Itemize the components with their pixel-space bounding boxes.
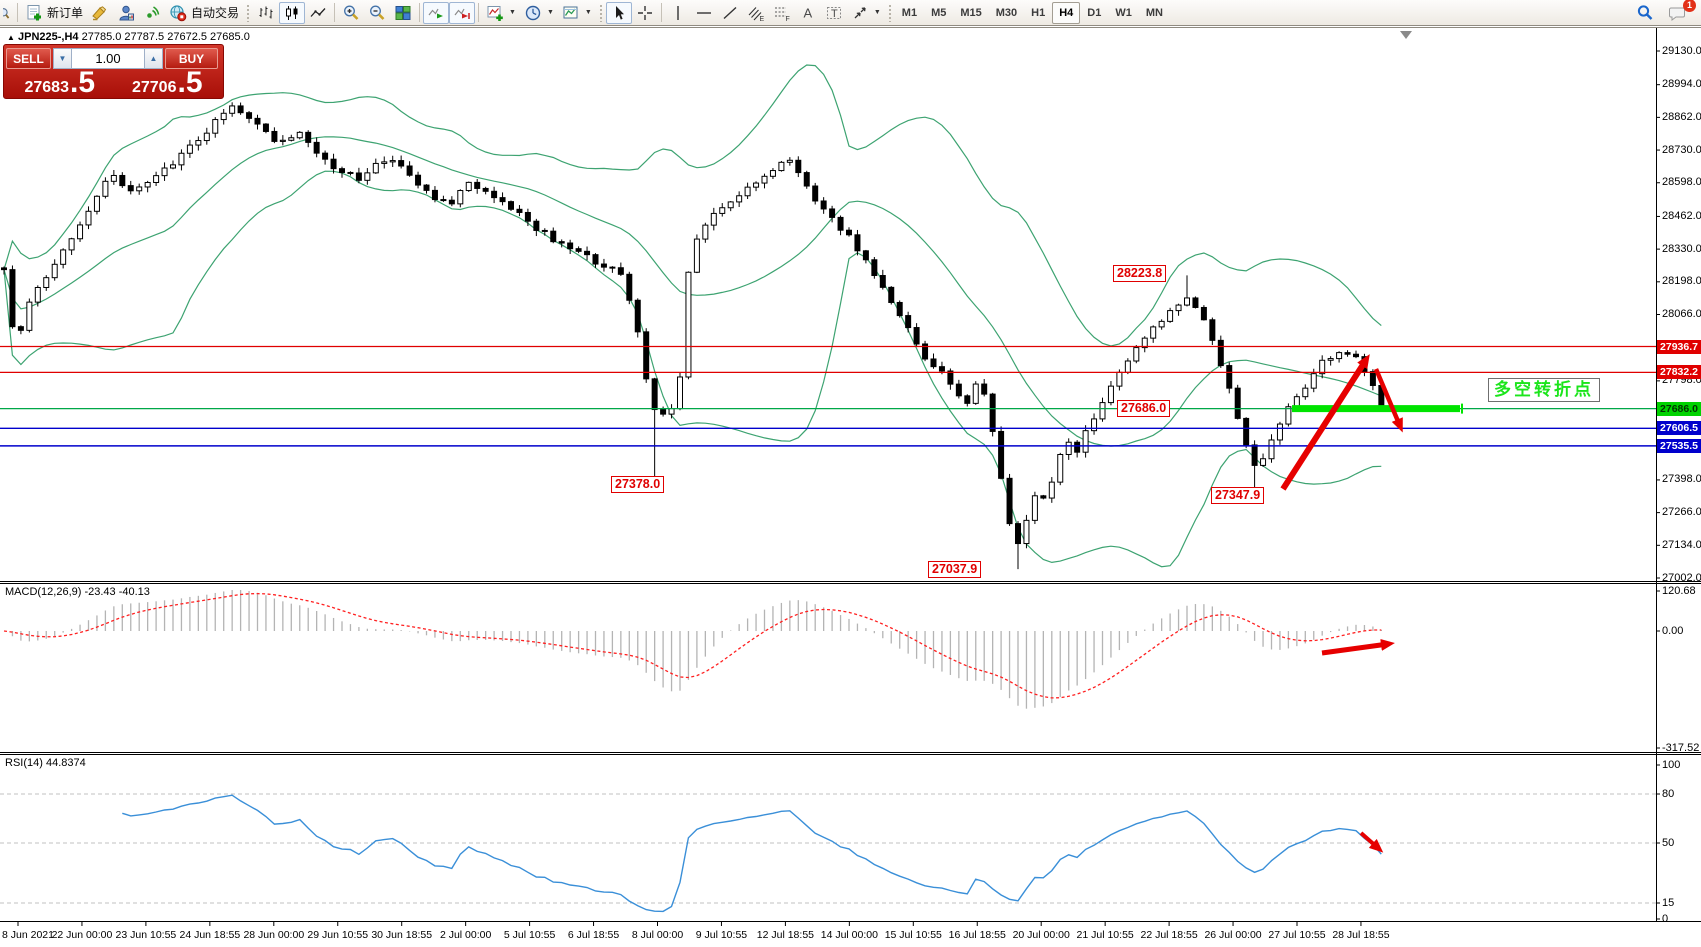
arrows-tool-button[interactable]: ▼ xyxy=(847,2,885,24)
timeframe-toolbar: M1 M5 M15 M30 H1 H4 D1 W1 MN xyxy=(895,1,1170,24)
channel-tool-button[interactable]: E xyxy=(743,2,769,24)
timeframe-h1[interactable]: H1 xyxy=(1031,6,1046,19)
timeframe-m1[interactable]: M1 xyxy=(901,6,918,19)
timeframe-mn[interactable]: MN xyxy=(1145,6,1163,19)
search-icon xyxy=(1637,4,1653,20)
candlestick-chart-button[interactable] xyxy=(279,1,306,24)
cursor-tool-button[interactable] xyxy=(605,1,632,24)
text-icon: A xyxy=(803,5,812,20)
new-order-label: 新订单 xyxy=(47,6,84,20)
market-watch-icon[interactable] xyxy=(2,2,14,24)
bar-chart-button[interactable] xyxy=(253,2,279,24)
svg-text:T: T xyxy=(831,8,838,20)
clock-icon xyxy=(525,5,541,20)
trendline-tool-button[interactable] xyxy=(717,2,743,24)
auto-trading-label: 自动交易 xyxy=(191,6,240,20)
sell-price-frac: .5 xyxy=(69,66,96,99)
volume-stepper: ▼ ▲ xyxy=(53,48,163,69)
one-click-trading-panel: SELL ▼ ▲ BUY 27683 .5 27706 .5 xyxy=(3,44,224,99)
svg-text:F: F xyxy=(785,16,789,22)
sell-price: 27683 .5 xyxy=(6,66,114,99)
tile-windows-icon xyxy=(395,5,411,20)
sell-button[interactable]: SELL xyxy=(6,48,51,69)
template-icon xyxy=(563,6,578,18)
templates-button[interactable]: ▼ xyxy=(558,2,596,24)
cursor-icon xyxy=(615,5,624,20)
chart-shift-button[interactable] xyxy=(449,1,476,24)
main-toolbar: 新订单 自动交易 xyxy=(0,0,1701,26)
chart-shift-marker xyxy=(1400,31,1412,39)
new-order-button[interactable]: 新订单 xyxy=(21,2,87,24)
zoom-out-icon xyxy=(370,5,385,20)
text-tool-button[interactable]: A xyxy=(795,2,821,24)
equidistant-channel-icon: E xyxy=(748,6,764,22)
buy-price: 27706 .5 xyxy=(114,66,222,99)
indicators-dropdown-caret: ▼ xyxy=(509,9,516,16)
tile-windows-button[interactable] xyxy=(390,2,416,24)
trendline-icon xyxy=(723,6,737,19)
signals-button[interactable] xyxy=(139,2,165,24)
timeframe-m5[interactable]: M5 xyxy=(931,6,947,19)
horizontal-line-icon xyxy=(696,11,711,14)
timeframe-d1[interactable]: D1 xyxy=(1087,6,1102,19)
svg-text:E: E xyxy=(759,16,764,22)
horizontal-line-tool-button[interactable] xyxy=(691,2,717,24)
templates-dropdown-caret: ▼ xyxy=(584,9,592,16)
notification-badge: 1 xyxy=(1683,0,1696,12)
timeframe-h4[interactable]: H4 xyxy=(1052,1,1081,24)
vertical-line-icon xyxy=(677,5,679,20)
timeframe-w1[interactable]: W1 xyxy=(1115,6,1132,19)
arrows-icon xyxy=(854,6,866,18)
zoom-in-button[interactable] xyxy=(338,2,364,24)
traders-button[interactable] xyxy=(113,2,139,24)
arrows-dropdown-caret: ▼ xyxy=(873,9,881,16)
text-label-icon: T xyxy=(826,6,841,20)
trader-person-icon xyxy=(119,5,135,20)
periods-button[interactable]: ▼ xyxy=(520,2,558,24)
volume-decrease-button[interactable]: ▼ xyxy=(53,48,72,69)
buy-price-main: 27706 xyxy=(131,79,177,96)
line-chart-icon xyxy=(310,7,326,17)
horn-icon xyxy=(92,5,107,20)
auto-scroll-icon xyxy=(428,8,444,18)
crosshair-tool-button[interactable] xyxy=(632,2,658,24)
volume-increase-button[interactable]: ▲ xyxy=(144,48,163,69)
buy-price-frac: .5 xyxy=(177,66,203,99)
zoom-in-icon xyxy=(344,5,359,20)
crosshair-icon xyxy=(637,5,652,20)
candlestick-chart-icon xyxy=(286,5,298,20)
bar-chart-icon xyxy=(259,6,273,18)
broom-button[interactable] xyxy=(87,2,113,24)
drawn-arrow[interactable] xyxy=(1373,368,1403,433)
auto-scroll-button[interactable] xyxy=(423,1,450,24)
new-order-icon xyxy=(27,4,41,20)
indicators-button[interactable]: ▼ xyxy=(482,2,520,24)
auto-trading-button[interactable]: 自动交易 xyxy=(165,2,243,24)
chart-shift-icon xyxy=(454,8,470,19)
signal-icon xyxy=(147,5,160,18)
svg-text:A: A xyxy=(803,5,812,20)
timeframe-m30[interactable]: M30 xyxy=(995,6,1018,19)
indicators-icon xyxy=(487,5,503,21)
line-chart-button[interactable] xyxy=(305,2,331,24)
auto-trading-globe-icon xyxy=(170,4,187,21)
drawn-arrow[interactable] xyxy=(1280,354,1370,491)
text-label-tool-button[interactable]: T xyxy=(821,2,847,24)
volume-input[interactable] xyxy=(72,48,144,69)
periods-dropdown-caret: ▼ xyxy=(546,9,554,16)
buy-button[interactable]: BUY xyxy=(165,48,218,69)
drawn-arrow[interactable] xyxy=(1359,831,1384,853)
drawn-arrow[interactable] xyxy=(1321,639,1395,656)
timeframe-m15[interactable]: M15 xyxy=(960,6,982,19)
fibonacci-tool-button[interactable]: F xyxy=(769,2,795,24)
vertical-line-tool-button[interactable] xyxy=(665,2,691,24)
magnifier-partial-icon xyxy=(3,7,10,19)
search-button[interactable] xyxy=(1632,2,1658,24)
zoom-out-button[interactable] xyxy=(364,2,390,24)
notifications-button[interactable]: 1 xyxy=(1664,0,1696,24)
sell-price-main: 27683 xyxy=(24,79,69,96)
fibonacci-icon: F xyxy=(774,7,790,22)
